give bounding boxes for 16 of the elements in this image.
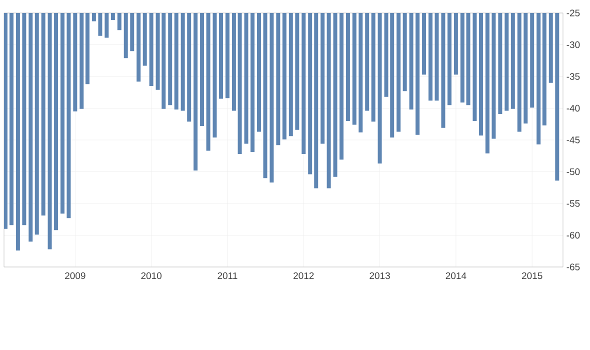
- y-tick-label: -40: [566, 104, 580, 112]
- x-tick-label: 2015: [522, 272, 542, 280]
- x-tick-label: 2009: [65, 272, 86, 280]
- x-tick-label: 2012: [294, 272, 314, 280]
- x-tick-label: 2010: [141, 272, 162, 280]
- y-tick-label: -25: [566, 10, 580, 16]
- x-tick-label: 2013: [370, 272, 390, 280]
- y-tick-label: -50: [566, 168, 580, 176]
- x-tick-label: 2011: [218, 272, 238, 280]
- y-tick-label: -35: [566, 73, 580, 80]
- x-tick-label: 2014: [446, 272, 466, 280]
- y-tick-label: -55: [566, 200, 580, 207]
- y-tick-label: -60: [566, 232, 580, 239]
- y-tick-label: -30: [566, 41, 580, 48]
- y-tick-label: -65: [566, 264, 580, 270]
- y-tick-label: -45: [566, 136, 580, 144]
